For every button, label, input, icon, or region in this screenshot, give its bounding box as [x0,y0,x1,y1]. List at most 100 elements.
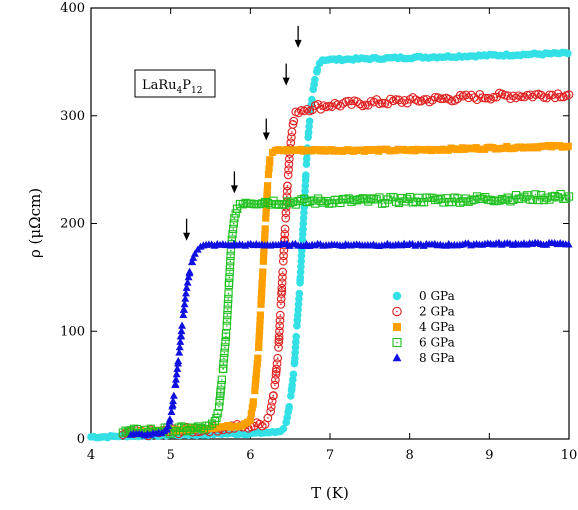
data-point [522,90,532,100]
data-point [179,310,188,318]
data-point [218,364,228,374]
data-point [216,391,225,401]
data-point [292,332,300,341]
y-tick-label-2: 200 [60,217,85,232]
data-point [183,278,192,286]
data-point [189,253,198,261]
data-point [564,49,572,58]
data-point [185,267,194,275]
data-point [215,397,224,406]
data-point [274,343,283,352]
data-point [285,154,294,164]
data-point [228,230,237,239]
data-point [287,132,296,142]
data-point [472,95,482,105]
data-point [267,396,277,406]
data-point [256,311,264,319]
data-point [226,257,235,266]
data-point [311,75,319,84]
data-point [222,316,232,325]
data-point [257,289,266,298]
compound-label: LaRu4P12 [134,69,216,98]
data-point [221,332,231,341]
x-tick-label-6: 10 [561,448,578,463]
data-point [232,204,242,213]
data-point [251,381,259,389]
data-point [228,224,238,234]
data-point [405,192,415,202]
data-point [274,332,284,341]
x-tick-label-1: 5 [167,448,175,463]
data-point [216,386,225,395]
compound-label-box [134,69,216,98]
series-2 [135,141,572,437]
data-point [289,116,299,126]
data-point [219,354,229,363]
data-point [225,273,234,282]
data-point [301,181,310,190]
data-point [263,187,271,195]
data-point [178,321,187,329]
data-point [556,92,565,102]
data-point [266,407,275,416]
data-point [182,283,191,291]
data-point [172,375,180,383]
data-point [223,300,233,309]
data-point [282,186,292,196]
legend-marker-1 [392,306,402,317]
data-point [278,256,288,266]
data-point [221,337,230,347]
data-point [246,416,254,424]
data-point [168,402,177,410]
data-point [280,229,290,239]
series-layer [87,48,574,442]
data-point [531,190,540,199]
data-point [231,209,240,218]
y-tick-label-0: 0 [77,432,85,447]
data-point [174,359,182,367]
transition-arrows [183,25,302,241]
x-tick-label-0: 4 [87,448,95,463]
data-point [175,343,184,351]
data-point [171,380,180,389]
data-point [212,413,221,423]
data-point [252,376,260,384]
data-point [220,348,229,357]
compound-label-part2: P [182,78,191,93]
data-point [217,375,227,384]
data-point [256,322,264,330]
data-point [169,391,178,399]
data-point [225,267,234,277]
compound-label-part1: LaRu [142,78,177,93]
data-point [262,214,270,222]
data-point [248,404,256,412]
data-point [226,251,235,260]
data-point [181,289,190,297]
data-point [277,283,287,293]
data-point [299,219,308,228]
data-point [278,267,288,277]
legend-marker-3 [392,337,402,348]
data-point [302,171,310,179]
data-point [165,417,174,425]
data-point [275,316,285,325]
data-point [536,191,546,200]
series-3 [118,189,574,438]
data-point [375,193,384,202]
data-point [256,316,264,325]
data-point [394,198,404,208]
data-point [224,294,233,304]
data-point [252,370,260,378]
data-point [275,310,285,320]
data-point [299,214,308,222]
data-point [260,246,268,255]
data-point [266,159,274,167]
data-point [271,370,281,379]
data-point [213,409,222,418]
data-point [274,337,284,347]
data-point [509,195,518,204]
data-point [481,93,490,103]
data-point [179,305,188,313]
y-axis-label: ρ (μΩcm) [26,188,44,258]
